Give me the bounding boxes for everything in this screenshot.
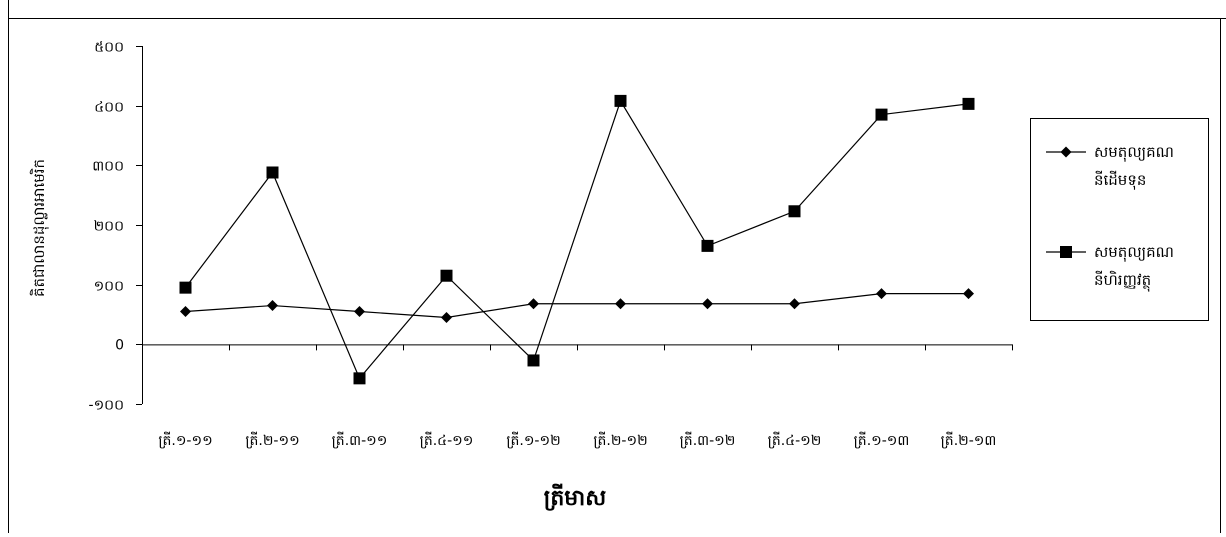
series-1-point [876, 288, 887, 300]
x-tick-label: ត្រី.១-១១ [158, 431, 212, 449]
legend-entry-1: សមតុល្យគណនីដើមទុន [1046, 143, 1174, 190]
x-tick-label: ត្រី.១-១២ [506, 431, 560, 449]
series-2-point [875, 108, 888, 121]
series-2-point [179, 281, 192, 294]
y-tick-label: 0 [115, 338, 124, 354]
series-2-point [788, 205, 801, 218]
x-tick-label: ត្រី.៣-១១ [332, 431, 388, 449]
series-2-point [440, 269, 453, 282]
series-2-point [701, 239, 714, 252]
y-tick-label: ៣០០ [92, 159, 124, 175]
legend-label-line: សមតុល្យគណ [1094, 243, 1174, 262]
legend-label-line: សមតុល្យគណ [1094, 143, 1174, 162]
series-1-line [185, 293, 969, 319]
series-1-point [702, 298, 713, 310]
y-tick-label: ៥០០ [94, 40, 124, 56]
series-2-point [614, 94, 627, 107]
series-layer [179, 94, 975, 385]
series-1-point [615, 298, 626, 310]
x-tick-label: ត្រី.១-១៣ [854, 431, 910, 449]
series-1-point [354, 306, 365, 318]
y-tick-label: ១០០ [94, 279, 124, 295]
legend-label: សមតុល្យគណនីហិរញ្ញវត្ថុ [1094, 243, 1174, 292]
series-2-point [353, 372, 366, 385]
series-2 [179, 94, 975, 385]
legend-entry-2: សមតុល្យគណនីហិរញ្ញវត្ថុ [1046, 243, 1174, 292]
x-tick-label: ត្រី.៤-១១ [420, 431, 474, 449]
legend-label-line: នីហិរញ្ញវត្ថុ [1094, 270, 1151, 292]
series-1 [180, 288, 974, 323]
series-2-point [527, 354, 540, 367]
x-tick-label: ត្រី.២-១១ [245, 431, 299, 449]
y-tick-label: -១០០ [89, 398, 124, 414]
y-axis-label: គិតជាលានដុល្លារអាមេរិក [29, 159, 49, 297]
series-1-point [267, 300, 278, 312]
series-1-point [441, 311, 452, 323]
legend-swatch-marker [1060, 146, 1072, 158]
x-tick-label: ត្រី.៣-១២ [680, 431, 736, 449]
series-1-point [528, 298, 539, 310]
series-1-point [789, 298, 800, 310]
x-tick-label: ត្រី.២-១២ [593, 431, 647, 449]
series-2-line [185, 99, 969, 380]
x-axis-label: ត្រីមាស [544, 483, 606, 511]
series-2-point [266, 166, 279, 179]
y-tick-label: ៤០០ [94, 100, 124, 116]
x-tick-label: ត្រី.២-១៣ [941, 431, 997, 449]
y-tick-label: ២០០ [94, 219, 124, 235]
legend-label-line: នីដើមទុន [1094, 170, 1146, 190]
legend-swatch-marker [1060, 246, 1072, 258]
legend-label: សមតុល្យគណនីដើមទុន [1094, 143, 1174, 190]
series-2-point [962, 97, 975, 110]
series-1-point [180, 306, 191, 318]
series-1-point [963, 288, 974, 300]
x-tick-label: ត្រី.៤-១២ [768, 431, 822, 449]
